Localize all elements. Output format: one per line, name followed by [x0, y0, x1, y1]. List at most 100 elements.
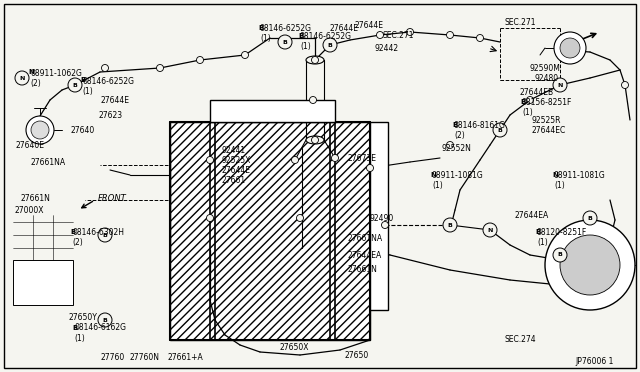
Circle shape: [157, 64, 163, 71]
Circle shape: [310, 96, 317, 103]
Text: (2): (2): [72, 237, 83, 247]
Text: SEC.274: SEC.274: [505, 336, 536, 344]
Text: B: B: [70, 229, 76, 235]
Bar: [13, 260, 73, 305]
Text: B: B: [72, 325, 77, 331]
Text: 27661: 27661: [222, 176, 246, 185]
Text: N: N: [430, 172, 436, 178]
Circle shape: [483, 223, 497, 237]
Text: (1): (1): [260, 33, 271, 42]
Text: B: B: [520, 99, 525, 105]
Circle shape: [31, 121, 49, 139]
Text: 92590M: 92590M: [530, 64, 561, 73]
Text: 92525R: 92525R: [532, 115, 561, 125]
Text: 27640: 27640: [70, 125, 94, 135]
Text: 92525X: 92525X: [222, 155, 252, 164]
Bar: [370, 122, 388, 310]
Text: 27000X: 27000X: [14, 205, 44, 215]
Circle shape: [15, 71, 29, 85]
Text: B: B: [102, 317, 108, 323]
Text: (1): (1): [74, 334, 84, 343]
Circle shape: [447, 221, 454, 228]
Text: 27644EB: 27644EB: [520, 87, 554, 96]
Text: 08146-6252G: 08146-6252G: [82, 77, 134, 86]
Text: 08146-8161G: 08146-8161G: [454, 121, 506, 129]
Circle shape: [296, 215, 303, 221]
Text: 08911-1081G: 08911-1081G: [432, 170, 484, 180]
Circle shape: [527, 96, 534, 103]
Text: 27644E: 27644E: [355, 20, 384, 29]
Text: JP76006 1: JP76006 1: [575, 357, 613, 366]
Ellipse shape: [306, 136, 324, 144]
Circle shape: [545, 220, 635, 310]
Circle shape: [553, 248, 567, 262]
Text: 27644EA: 27644EA: [348, 250, 382, 260]
Text: 08156-8251F: 08156-8251F: [522, 97, 572, 106]
Circle shape: [282, 38, 289, 45]
Circle shape: [553, 78, 567, 92]
Text: N: N: [28, 69, 34, 75]
Circle shape: [207, 157, 214, 164]
Text: 92480: 92480: [535, 74, 559, 83]
Text: 27661N: 27661N: [20, 193, 50, 202]
Text: 27644E: 27644E: [100, 96, 129, 105]
Text: SEC.271: SEC.271: [383, 31, 415, 39]
Circle shape: [406, 29, 413, 35]
Circle shape: [443, 218, 457, 232]
Text: B: B: [447, 222, 452, 228]
Text: B: B: [588, 215, 593, 221]
Circle shape: [323, 38, 337, 52]
Text: B: B: [452, 122, 457, 128]
Text: (2): (2): [30, 78, 41, 87]
Circle shape: [381, 221, 388, 228]
Circle shape: [493, 123, 507, 137]
Circle shape: [98, 313, 112, 327]
Circle shape: [554, 32, 586, 64]
Circle shape: [447, 32, 454, 38]
Text: N: N: [557, 83, 563, 87]
Text: 27623: 27623: [98, 110, 122, 119]
Text: 92552N: 92552N: [442, 144, 472, 153]
Circle shape: [102, 64, 109, 71]
Circle shape: [312, 137, 319, 144]
Circle shape: [72, 81, 79, 89]
Bar: [170, 122, 370, 340]
Text: 08911-1062G: 08911-1062G: [30, 68, 82, 77]
Text: N: N: [487, 228, 493, 232]
Text: B: B: [557, 253, 563, 257]
Text: SEC.271: SEC.271: [505, 17, 536, 26]
Text: 08120-8251F: 08120-8251F: [537, 228, 588, 237]
Text: 27661NA: 27661NA: [348, 234, 383, 243]
Text: 27650Y: 27650Y: [68, 314, 97, 323]
Circle shape: [19, 74, 26, 81]
Circle shape: [278, 35, 292, 49]
Text: 27640E: 27640E: [15, 141, 44, 150]
Text: 27644E: 27644E: [222, 166, 251, 174]
Circle shape: [326, 42, 333, 48]
Text: (1): (1): [300, 42, 311, 51]
Text: 08146-6252G: 08146-6252G: [300, 32, 352, 41]
Text: B: B: [497, 128, 502, 132]
Text: N: N: [552, 172, 558, 178]
Text: 27661+A: 27661+A: [168, 353, 204, 362]
Text: 27673E: 27673E: [348, 154, 377, 163]
Text: 08146-6162G: 08146-6162G: [74, 324, 126, 333]
Circle shape: [291, 157, 298, 164]
Text: 27644EA: 27644EA: [515, 211, 549, 219]
Text: B: B: [72, 83, 77, 87]
Circle shape: [560, 235, 620, 295]
Circle shape: [332, 154, 339, 161]
Circle shape: [26, 116, 54, 144]
Text: (1): (1): [522, 108, 532, 116]
Circle shape: [477, 35, 483, 42]
Text: 27661N: 27661N: [348, 266, 378, 275]
Text: 92490: 92490: [370, 214, 394, 222]
Text: 08911-1081G: 08911-1081G: [554, 170, 605, 180]
Text: B: B: [535, 229, 540, 235]
Text: B: B: [102, 232, 108, 237]
Circle shape: [68, 78, 82, 92]
Text: B: B: [258, 25, 263, 31]
Text: 27760: 27760: [100, 353, 124, 362]
Circle shape: [486, 227, 493, 234]
Text: 27644E: 27644E: [330, 23, 359, 32]
